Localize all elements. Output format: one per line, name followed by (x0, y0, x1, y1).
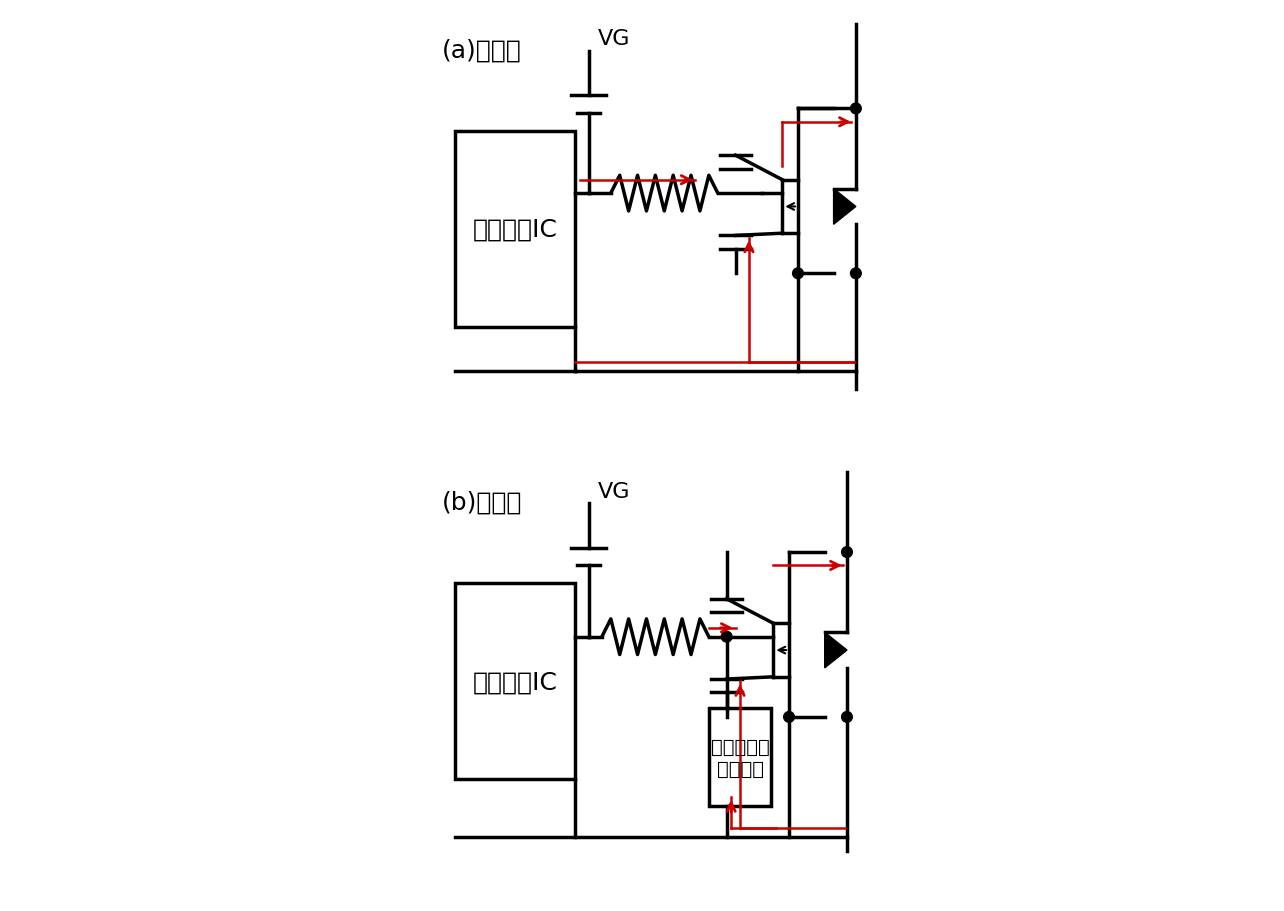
Circle shape (783, 711, 795, 722)
Circle shape (792, 269, 804, 280)
Circle shape (850, 269, 862, 280)
Text: (a)対策前: (a)対策前 (442, 38, 521, 62)
Circle shape (841, 548, 853, 558)
Text: ドライバIC: ドライバIC (473, 670, 557, 693)
FancyBboxPatch shape (455, 131, 575, 327)
Circle shape (850, 104, 862, 115)
Text: ゲート電圧
保護機能: ゲート電圧 保護機能 (710, 737, 769, 778)
Circle shape (722, 631, 732, 642)
Polygon shape (824, 632, 847, 668)
Text: VG: VG (597, 29, 630, 49)
Text: ドライバIC: ドライバIC (473, 218, 557, 241)
FancyBboxPatch shape (709, 708, 772, 806)
Text: (b)対策後: (b)対策後 (442, 490, 521, 514)
Text: VG: VG (597, 481, 630, 501)
FancyBboxPatch shape (455, 584, 575, 780)
Polygon shape (833, 189, 856, 225)
Circle shape (841, 711, 853, 722)
